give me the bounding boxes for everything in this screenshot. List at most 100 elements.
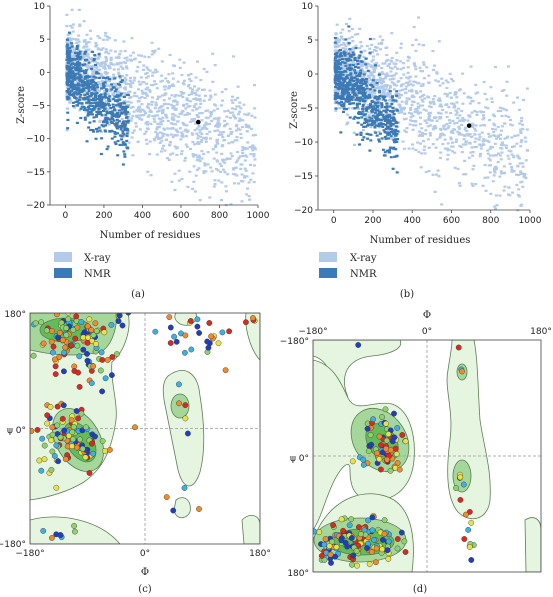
nmr-point [364, 57, 368, 60]
xray-point [432, 100, 435, 103]
xray-point [186, 185, 190, 188]
nmr-point [364, 125, 368, 128]
xray-point [65, 93, 69, 96]
xray-point [505, 136, 509, 139]
nmr-point [333, 69, 337, 72]
xray-point [252, 181, 256, 184]
xray-point [471, 123, 475, 126]
xray-point [389, 70, 393, 73]
legend-label-xray: X-ray [84, 253, 111, 264]
xray-point [483, 176, 487, 179]
xray-point [486, 149, 490, 152]
xray-point [213, 182, 217, 186]
xray-point [150, 103, 154, 106]
xray-point [140, 103, 144, 106]
xray-point [117, 56, 121, 59]
nmr-point [90, 67, 93, 70]
xray-point [395, 84, 399, 87]
xray-point [498, 106, 502, 109]
xray-point [183, 113, 187, 116]
residue-point [49, 328, 55, 334]
xray-point [101, 75, 105, 78]
nmr-point [388, 151, 392, 154]
nmr-point [338, 85, 342, 88]
nmr-point [103, 81, 107, 84]
nmr-point [341, 71, 345, 74]
xray-point [446, 142, 450, 145]
nmr-point [68, 91, 72, 94]
nmr-point [351, 89, 355, 92]
nmr-point [333, 81, 337, 84]
nmr-point [346, 94, 350, 97]
xray-point [82, 50, 85, 53]
nmr-point [70, 59, 74, 62]
xray-point [342, 42, 346, 45]
xray-point [148, 69, 152, 72]
xray-point [245, 125, 248, 128]
xray-point [495, 204, 499, 207]
nmr-point [65, 64, 69, 67]
residue-point [391, 410, 397, 417]
nmr-point [68, 31, 71, 34]
nmr-point [96, 103, 100, 106]
xray-point [251, 144, 255, 147]
nmr-point [384, 137, 388, 140]
xray-point [231, 107, 234, 110]
xray-point [366, 90, 370, 93]
xray-point [496, 125, 500, 129]
residue-point [19, 335, 24, 340]
nmr-point [348, 94, 352, 97]
xray-point [397, 80, 401, 83]
nmr-point [66, 55, 70, 58]
xray-point [160, 139, 164, 142]
xray-point [517, 173, 521, 177]
xray-point [69, 37, 72, 41]
xray-point [368, 91, 372, 94]
nmr-point [396, 130, 400, 133]
xray-point [178, 66, 182, 69]
xray-point [68, 40, 72, 43]
xray-point [475, 111, 479, 114]
residue-point [73, 313, 80, 320]
xray-point [394, 72, 398, 75]
xray-point [439, 128, 443, 131]
xray-point [171, 77, 175, 80]
nmr-point [123, 124, 127, 127]
xray-point [478, 143, 481, 146]
xray-point [462, 92, 466, 95]
xray-point [164, 77, 168, 80]
xray-point [458, 131, 462, 135]
xray-point [455, 138, 459, 141]
residue-point [79, 445, 86, 452]
nmr-point [333, 61, 337, 65]
nmr-point [363, 118, 367, 121]
xray-point [482, 143, 486, 146]
xray-point [427, 118, 431, 121]
xray-point [483, 124, 486, 127]
xray-point [125, 100, 129, 103]
nmr-point [86, 76, 90, 79]
xray-point [171, 106, 175, 109]
nmr-point [81, 63, 85, 67]
xray-point [461, 143, 465, 146]
xray-point [422, 44, 426, 47]
nmr-point [119, 128, 123, 131]
residue-point [381, 531, 388, 537]
nmr-point [71, 101, 75, 104]
residue-point [457, 474, 464, 481]
xray-point [404, 117, 408, 120]
xray-point [152, 118, 156, 121]
xray-point [130, 136, 134, 139]
nmr-point [342, 85, 345, 88]
nmr-point [71, 62, 74, 65]
xray-point [84, 43, 88, 46]
xray-point [479, 147, 483, 150]
xray-point [80, 62, 83, 65]
xray-point [194, 102, 198, 106]
xray-point [366, 103, 370, 107]
xray-point [167, 85, 171, 88]
nmr-point [95, 102, 99, 105]
xray-point [123, 91, 127, 95]
xray-point [202, 88, 206, 91]
xray-point [362, 55, 366, 58]
